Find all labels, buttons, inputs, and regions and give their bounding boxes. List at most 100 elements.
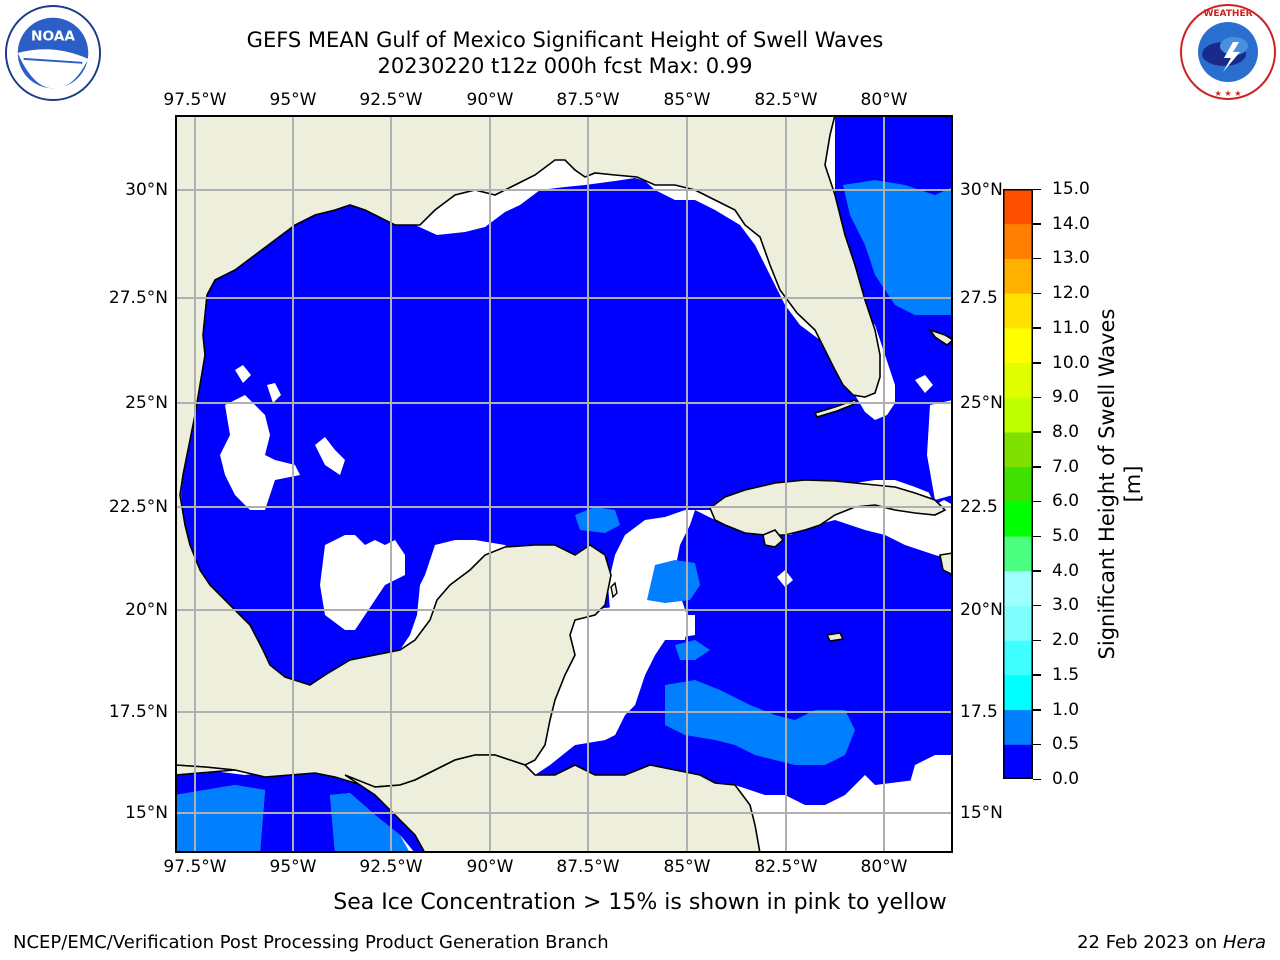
- swell-gap: [267, 383, 281, 403]
- colorbar-tick-label: 1.5: [1052, 664, 1080, 685]
- colorbar-segment: [1003, 605, 1033, 641]
- colorbar-tick-mark: [1033, 535, 1041, 538]
- colorbar-frame: [1003, 189, 1033, 779]
- colorbar-tick-mark: [1033, 778, 1041, 780]
- colorbar-tick-mark: [1033, 223, 1041, 225]
- footer-date-text: 22 Feb 2023 on: [1077, 932, 1223, 953]
- lon-label-bottom: 80°W: [860, 857, 908, 877]
- colorbar-tick-label: 12.0: [1052, 283, 1090, 304]
- lon-label-bottom: 85°W: [663, 857, 711, 877]
- colorbar-tick-mark: [1033, 570, 1041, 572]
- lon-label-top: 97.5°W: [163, 90, 227, 110]
- colorbar-tick-mark: [1033, 639, 1041, 642]
- swell-field-pacific: [175, 763, 425, 853]
- colorbar-tick-mark: [1033, 466, 1041, 468]
- colorbar-segment: [1003, 501, 1033, 537]
- lon-label-bottom: 82.5°W: [754, 857, 818, 877]
- sea-ice-note: Sea Ice Concentration > 15% is shown in …: [0, 890, 1280, 915]
- lon-label-bottom: 92.5°W: [359, 857, 423, 877]
- swell-gap: [320, 535, 405, 630]
- colorbar-segment: [1003, 674, 1033, 711]
- colorbar-tick-label: 14.0: [1052, 213, 1090, 234]
- colorbar-tick-label: 0.5: [1052, 734, 1080, 755]
- swell-patch-pacific: [175, 785, 265, 853]
- lon-label-bottom: 95°W: [269, 857, 317, 877]
- colorbar-segment: [1003, 744, 1033, 780]
- colorbar-tick-mark: [1033, 327, 1041, 329]
- colorbar-tick-mark: [1033, 292, 1041, 295]
- colorbar-segment: [1003, 466, 1033, 502]
- map-panel: [175, 115, 953, 853]
- colorbar-tick-label: 0.0: [1052, 769, 1080, 789]
- footer-credit: NCEP/EMC/Verification Post Processing Pr…: [13, 932, 609, 953]
- colorbar-segment: [1003, 327, 1033, 364]
- map-grid: [175, 115, 953, 853]
- colorbar-tick-label: 7.0: [1052, 456, 1080, 477]
- colorbar-tick-mark: [1033, 396, 1041, 399]
- lon-label-top: 80°W: [860, 90, 908, 110]
- swell-gap: [555, 615, 695, 755]
- colorbar-tick-mark: [1033, 500, 1041, 503]
- lat-label-left: 25°N: [125, 393, 168, 413]
- colorbar-segment: [1003, 362, 1033, 398]
- colorbar-segment: [1003, 223, 1033, 259]
- colorbar-tick-label: 5.0: [1052, 526, 1080, 547]
- swell-gap: [235, 365, 251, 383]
- land-jamaica: [825, 632, 845, 642]
- swell-gap: [220, 395, 300, 510]
- colorbar-tick-label: 1.0: [1052, 699, 1080, 720]
- lat-label-right: 17.5: [960, 702, 998, 722]
- colorbar-segment: [1003, 640, 1033, 676]
- swell-patch-caribbean-small: [675, 640, 710, 660]
- lat-label-left: 20°N: [125, 600, 168, 620]
- sea-ice-note-text: Sea Ice Concentration > 15% is shown in …: [333, 890, 947, 915]
- colorbar-tick-label: 13.0: [1052, 248, 1090, 269]
- footer-machine: Hera: [1222, 932, 1266, 953]
- colorbar-tick-mark: [1033, 257, 1041, 260]
- lat-label-left: 15°N: [125, 803, 168, 823]
- colorbar-segment: [1003, 709, 1033, 745]
- swell-gap: [915, 375, 933, 393]
- colorbar-segment: [1003, 431, 1033, 468]
- svg-text:★ ★ ★: ★ ★ ★: [1214, 89, 1241, 98]
- lon-label-bottom: 87.5°W: [556, 857, 620, 877]
- lat-label-right: 25°N: [960, 393, 1003, 413]
- colorbar-segment: [1003, 189, 1033, 225]
- colorbar-tick-label: 3.0: [1052, 595, 1080, 616]
- lon-label-bottom: 97.5°W: [163, 857, 227, 877]
- land-hispaniola: [939, 552, 953, 576]
- land-bahamas: [927, 328, 953, 346]
- colorbar-tick-mark: [1033, 188, 1041, 190]
- colorbar-tick-mark: [1033, 362, 1041, 364]
- footer-date: 22 Feb 2023 on Hera: [1077, 932, 1266, 953]
- lat-label-right: 15°N: [960, 803, 1003, 823]
- colorbar-segment: [1003, 536, 1033, 572]
- land-central-america: [344, 754, 761, 853]
- lat-label-left: 22.5°N: [108, 497, 168, 517]
- lon-label-top: 95°W: [269, 90, 317, 110]
- colorbar-tick-mark: [1033, 674, 1041, 676]
- chart-subtitle: 20230220 t12z 000h fcst Max: 0.99: [377, 54, 753, 78]
- colorbar-tick-mark: [1033, 431, 1041, 433]
- colorbar-label: Significant Height of Swell Waves [m]: [1095, 308, 1145, 660]
- nws-logo: WEATHER ★ ★ ★: [1178, 2, 1278, 102]
- land-cozumel: [610, 581, 618, 599]
- lat-label-right: 27.5: [960, 288, 998, 308]
- lat-label-right: 30°N: [960, 180, 1003, 200]
- colorbar-tick-label: 2.0: [1052, 630, 1080, 651]
- colorbar-tick-label: 6.0: [1052, 491, 1080, 512]
- lon-label-top: 82.5°W: [754, 90, 818, 110]
- colorbar-tick-label: 4.0: [1052, 560, 1080, 581]
- swell-patch-caribbean-mid: [665, 680, 855, 765]
- lat-label-left: 27.5°N: [108, 288, 168, 308]
- colorbar-tick-mark: [1033, 604, 1041, 607]
- lon-label-top: 90°W: [466, 90, 514, 110]
- lon-label-top: 87.5°W: [556, 90, 620, 110]
- land-isla-juventud: [762, 529, 785, 548]
- land-masses: [175, 115, 953, 853]
- lat-label-left: 17.5°N: [108, 702, 168, 722]
- lat-label-right: 22.5: [960, 497, 998, 517]
- colorbar-tick-label: 15.0: [1052, 179, 1090, 199]
- lon-label-bottom: 90°W: [466, 857, 514, 877]
- colorbar-segment: [1003, 258, 1033, 294]
